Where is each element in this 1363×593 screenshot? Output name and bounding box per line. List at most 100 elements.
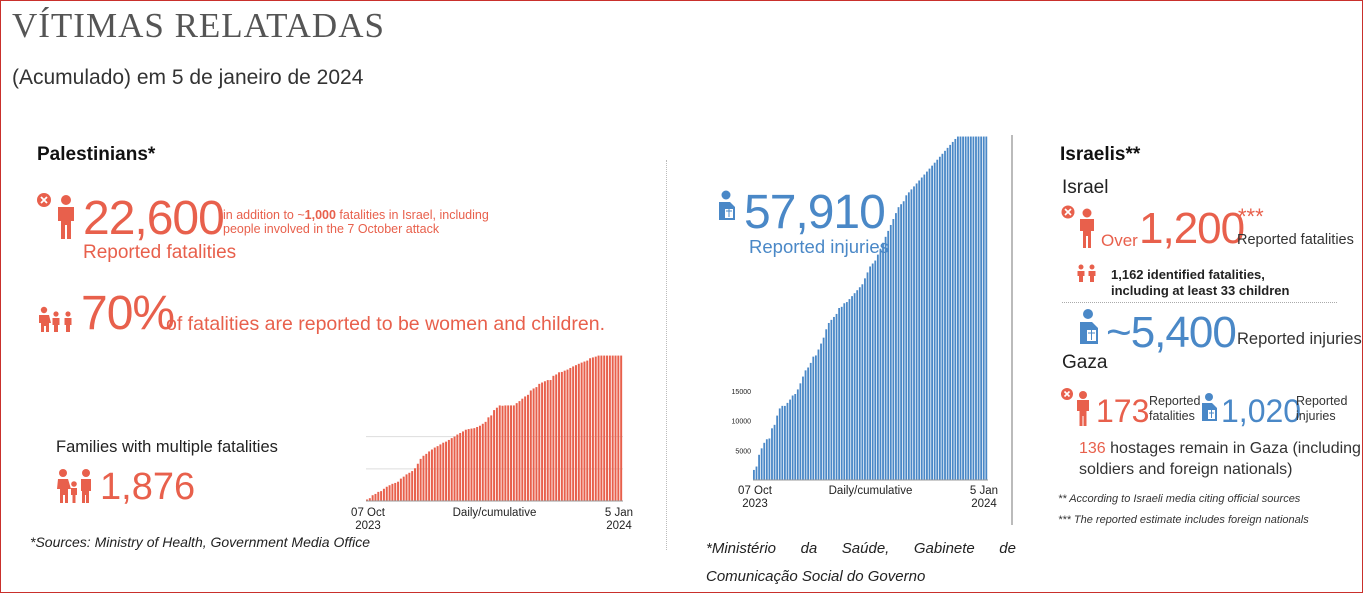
x-start-label: 07 Oct <box>738 485 773 497</box>
bar <box>580 362 583 501</box>
bar <box>866 272 869 480</box>
identified-line2: including at least 33 children <box>1111 283 1290 298</box>
bar <box>574 365 577 501</box>
bar <box>951 141 954 480</box>
fatalities-note-bold: 1,000 <box>304 208 336 222</box>
bar <box>526 394 529 501</box>
bar <box>586 360 589 501</box>
bar <box>566 369 569 501</box>
bar <box>791 395 794 480</box>
bar <box>487 417 490 501</box>
bar <box>518 401 521 501</box>
bar <box>882 242 884 480</box>
bar <box>822 337 825 480</box>
gaza-injuries-value: 1,020 <box>1221 393 1302 429</box>
bar <box>843 303 846 480</box>
bar <box>569 367 572 501</box>
x-axis-label: Daily/cumulative <box>829 485 913 497</box>
bar <box>450 438 453 501</box>
y-tick-label: 15000 <box>732 389 752 396</box>
bar <box>577 363 580 501</box>
gaza-injuries-label: Reported injuries <box>1296 394 1347 424</box>
bar <box>941 153 944 481</box>
x-end-label: 5 Jan <box>970 485 998 497</box>
bar <box>861 284 864 480</box>
bar <box>753 469 755 480</box>
bar <box>982 136 985 480</box>
bar <box>385 486 388 501</box>
women-children-label: of fatalities are reported to be women a… <box>166 313 606 335</box>
injured-person-icon <box>719 190 735 220</box>
bar <box>414 468 416 501</box>
bar <box>538 383 541 501</box>
bar <box>926 171 928 480</box>
bar <box>521 398 524 501</box>
bar <box>445 441 448 501</box>
bar <box>439 444 442 501</box>
section-divider <box>666 160 667 550</box>
bar <box>600 355 603 501</box>
x-end-label: 5 Jan <box>605 507 633 519</box>
bar <box>781 405 784 480</box>
bar <box>946 147 949 480</box>
bar <box>382 488 385 501</box>
bar <box>760 448 763 480</box>
bar <box>555 374 558 501</box>
fatalities-note-suffix: fatalities in Israel, including <box>335 208 489 222</box>
bar <box>501 405 504 501</box>
hostages-text: 136 hostages remain in Gaza (including s… <box>1079 438 1361 480</box>
bar <box>980 136 983 480</box>
bar <box>902 201 905 480</box>
bar <box>809 362 812 480</box>
bar <box>884 236 887 480</box>
bar <box>964 136 967 480</box>
bar <box>864 278 866 480</box>
bar <box>490 415 493 501</box>
bar <box>484 421 487 501</box>
x-axis-label: Daily/cumulative <box>453 507 537 519</box>
bar <box>535 387 538 501</box>
bar <box>529 390 532 501</box>
gaza-fatalities-label-line2: fatalities <box>1149 409 1195 423</box>
bar <box>411 471 414 501</box>
bar <box>442 442 445 501</box>
bar <box>377 491 380 501</box>
bar <box>422 455 425 501</box>
bar <box>856 290 859 480</box>
palestinian-fatalities-value: 22,600 <box>83 192 225 245</box>
bar <box>391 483 394 501</box>
bar <box>504 405 507 501</box>
gaza-injuries-label-line1: Reported <box>1296 394 1348 408</box>
bar <box>900 204 903 480</box>
bar <box>845 302 848 480</box>
bar <box>838 308 841 480</box>
bar <box>807 367 810 480</box>
bar <box>887 230 890 480</box>
bar <box>368 498 371 501</box>
bar <box>594 356 597 501</box>
bar <box>931 165 933 480</box>
bar <box>606 355 609 501</box>
bar <box>913 186 915 480</box>
bar <box>399 478 402 501</box>
injuries-source-line1: *Ministério da Saúde, Gabinete de <box>706 540 1016 557</box>
gaza-injuries-label-line2: injuries <box>1296 409 1336 423</box>
israel-injuries-value: ~5,400 <box>1106 308 1237 357</box>
bar <box>910 189 913 480</box>
bar <box>611 355 614 501</box>
fatalities-note-prefix: in addition to ~ <box>223 208 305 222</box>
y-tick-label: 10000 <box>732 419 752 426</box>
bar <box>771 428 773 480</box>
identified-fatalities: 1,162 identified fatalities, including a… <box>1111 267 1289 299</box>
bar <box>853 293 856 480</box>
israel-fatalities-label: Reported fatalities <box>1237 232 1354 248</box>
bar <box>532 388 535 501</box>
bar <box>778 408 781 480</box>
identified-family-icon <box>1077 264 1096 282</box>
bar <box>977 136 980 480</box>
bar <box>541 382 544 501</box>
gaza-label: Gaza <box>1062 352 1108 373</box>
bar <box>464 429 467 501</box>
israel-divider <box>1011 135 1013 525</box>
bar <box>833 316 835 480</box>
